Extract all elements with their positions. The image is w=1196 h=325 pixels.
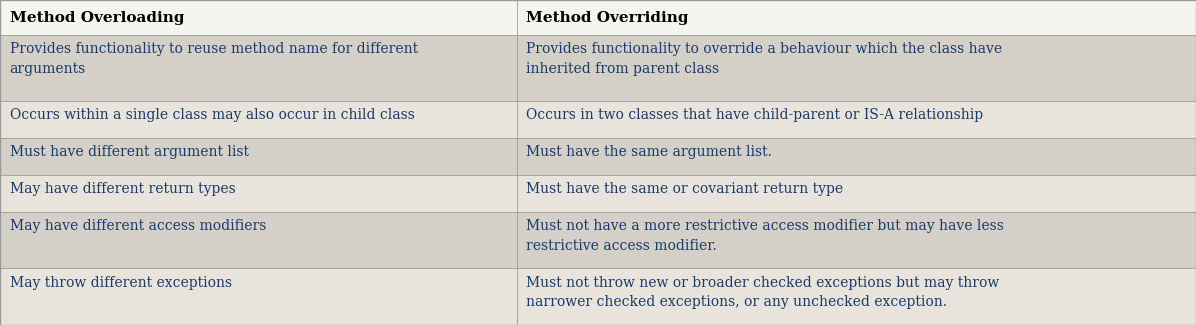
Bar xyxy=(517,268,1196,325)
Bar xyxy=(517,35,1196,101)
Text: Must have the same argument list.: Must have the same argument list. xyxy=(526,145,773,159)
Text: Method Overriding: Method Overriding xyxy=(526,11,689,25)
Bar xyxy=(0,212,517,268)
Bar xyxy=(0,101,517,138)
Bar xyxy=(517,138,1196,175)
Bar xyxy=(0,175,517,212)
Text: May have different access modifiers: May have different access modifiers xyxy=(10,219,266,233)
Text: Provides functionality to reuse method name for different
arguments: Provides functionality to reuse method n… xyxy=(10,43,417,76)
Text: Must not have a more restrictive access modifier but may have less
restrictive a: Must not have a more restrictive access … xyxy=(526,219,1005,253)
Bar xyxy=(0,138,517,175)
Bar xyxy=(517,101,1196,138)
Bar xyxy=(517,0,1196,35)
Bar xyxy=(517,212,1196,268)
Text: Must have different argument list: Must have different argument list xyxy=(10,145,249,159)
Text: Method Overloading: Method Overloading xyxy=(10,11,184,25)
Text: Provides functionality to override a behaviour which the class have
inherited fr: Provides functionality to override a beh… xyxy=(526,43,1002,76)
Text: Occurs within a single class may also occur in child class: Occurs within a single class may also oc… xyxy=(10,108,415,122)
Bar xyxy=(517,175,1196,212)
Text: May throw different exceptions: May throw different exceptions xyxy=(10,276,232,290)
Text: Must not throw new or broader checked exceptions but may throw
narrower checked : Must not throw new or broader checked ex… xyxy=(526,276,1000,309)
Bar xyxy=(0,268,517,325)
Text: Must have the same or covariant return type: Must have the same or covariant return t… xyxy=(526,182,843,196)
Text: Occurs in two classes that have child-parent or IS-A relationship: Occurs in two classes that have child-pa… xyxy=(526,108,983,122)
Bar xyxy=(0,0,517,35)
Text: May have different return types: May have different return types xyxy=(10,182,236,196)
Bar xyxy=(0,35,517,101)
